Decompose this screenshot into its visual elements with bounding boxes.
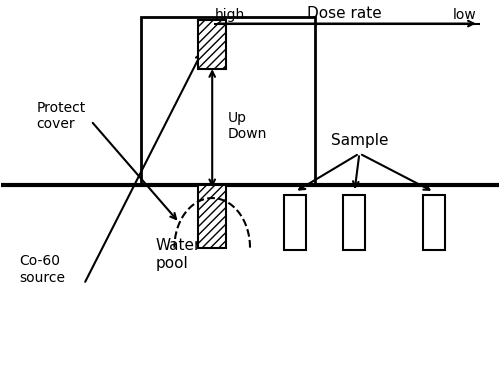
Text: Protect
cover: Protect cover [36,101,86,131]
Bar [423,195,445,250]
Text: Water
pool: Water pool [156,239,201,271]
Text: Up
Down: Up Down [228,110,268,141]
Bar [198,19,226,69]
Bar [344,195,365,250]
Bar [198,185,226,248]
Text: Sample: Sample [330,134,388,149]
Text: low: low [453,8,476,22]
Text: Dose rate: Dose rate [307,6,382,21]
Bar [140,17,314,185]
Text: Co-60
source: Co-60 source [20,254,66,284]
Bar [284,195,306,250]
Text: high: high [215,8,246,22]
